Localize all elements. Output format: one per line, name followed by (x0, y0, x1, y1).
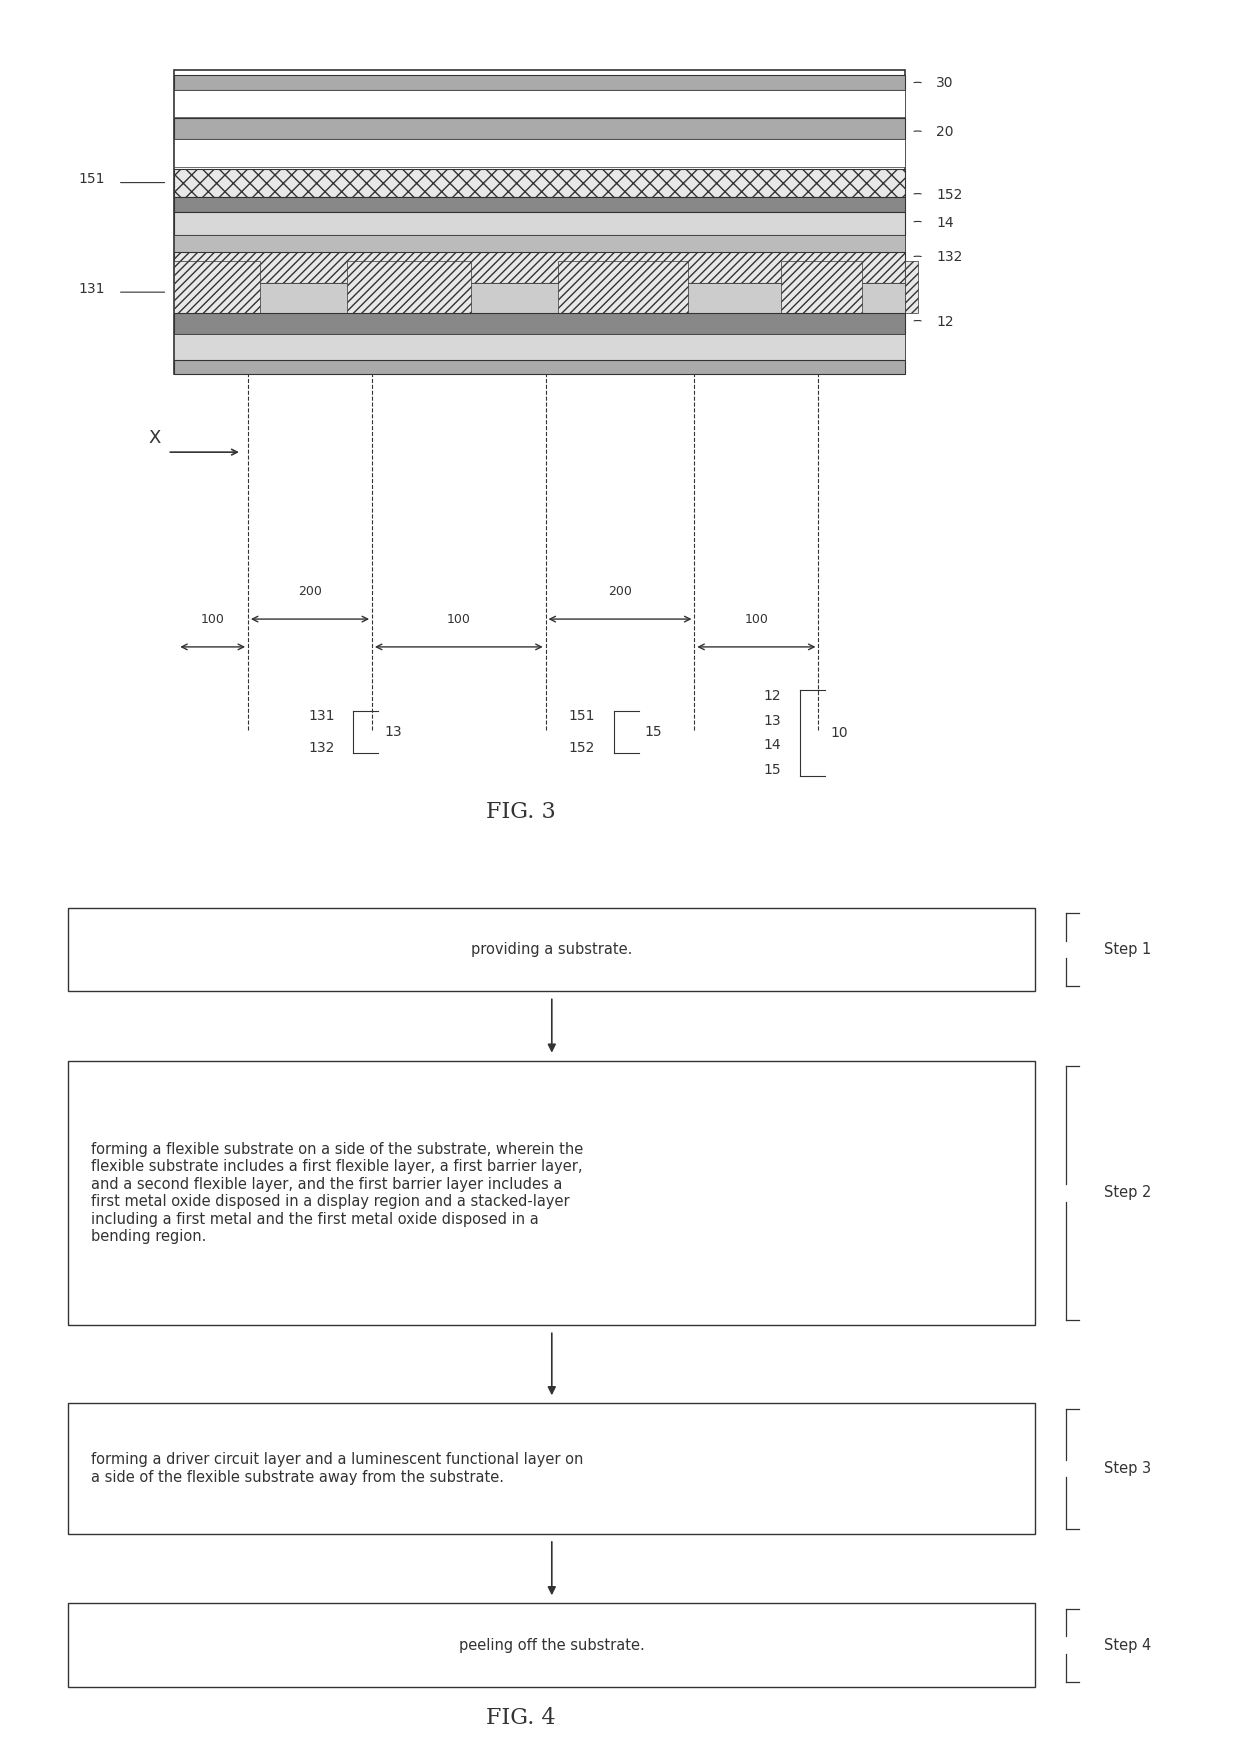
Bar (174, 169, 905, 197)
Text: Step 4: Step 4 (1104, 1638, 1151, 1652)
Text: Step 2: Step 2 (1104, 1186, 1151, 1200)
Bar (174, 139, 905, 167)
Bar (174, 75, 905, 90)
Bar (781, 261, 862, 313)
Text: 12: 12 (936, 315, 954, 329)
Text: 20: 20 (936, 125, 954, 139)
Bar (174, 360, 905, 374)
Text: 100: 100 (201, 614, 224, 626)
Text: Step 3: Step 3 (1104, 1461, 1151, 1476)
Text: FIG. 4: FIG. 4 (486, 1708, 556, 1729)
Text: FIG. 3: FIG. 3 (486, 802, 556, 823)
Bar (174, 334, 905, 360)
Bar (174, 261, 260, 313)
Text: 132: 132 (936, 250, 962, 264)
Bar (68, 1061, 1035, 1325)
Bar (174, 313, 905, 334)
Bar (174, 70, 905, 374)
Text: 100: 100 (744, 614, 769, 626)
Text: 10: 10 (831, 725, 848, 741)
Text: 151: 151 (79, 172, 105, 186)
Text: Step 1: Step 1 (1104, 943, 1151, 956)
Text: 13: 13 (764, 713, 781, 727)
Text: 200: 200 (608, 586, 632, 598)
Text: forming a driver circuit layer and a luminescent functional layer on
a side of t: forming a driver circuit layer and a lum… (91, 1452, 583, 1485)
Text: 131: 131 (309, 710, 335, 723)
Text: forming a flexible substrate on a side of the substrate, wherein the
flexible su: forming a flexible substrate on a side o… (91, 1143, 583, 1243)
Text: 151: 151 (569, 710, 595, 723)
Bar (174, 212, 905, 235)
Text: 100: 100 (446, 614, 471, 626)
Bar (68, 1403, 1035, 1534)
Bar (174, 118, 905, 139)
Text: 131: 131 (79, 282, 105, 296)
Text: peeling off the substrate.: peeling off the substrate. (459, 1638, 645, 1652)
Bar (68, 908, 1035, 991)
Bar (558, 261, 688, 313)
Bar (174, 197, 905, 212)
Text: 152: 152 (569, 741, 595, 755)
Text: 152: 152 (936, 188, 962, 202)
Text: providing a substrate.: providing a substrate. (471, 943, 632, 956)
Bar (905, 261, 918, 313)
Text: 12: 12 (764, 689, 781, 703)
Bar (174, 235, 905, 252)
Text: 14: 14 (764, 739, 781, 753)
Text: 15: 15 (645, 725, 662, 739)
Bar (174, 252, 905, 283)
Bar (174, 90, 905, 117)
Text: 14: 14 (936, 216, 954, 230)
Text: X: X (149, 430, 161, 447)
Text: 13: 13 (384, 725, 402, 739)
Bar (68, 1603, 1035, 1687)
Bar (347, 261, 471, 313)
Bar (174, 283, 905, 313)
Text: 200: 200 (298, 586, 322, 598)
Text: 15: 15 (764, 763, 781, 777)
Text: 132: 132 (309, 741, 335, 755)
Text: 30: 30 (936, 77, 954, 90)
